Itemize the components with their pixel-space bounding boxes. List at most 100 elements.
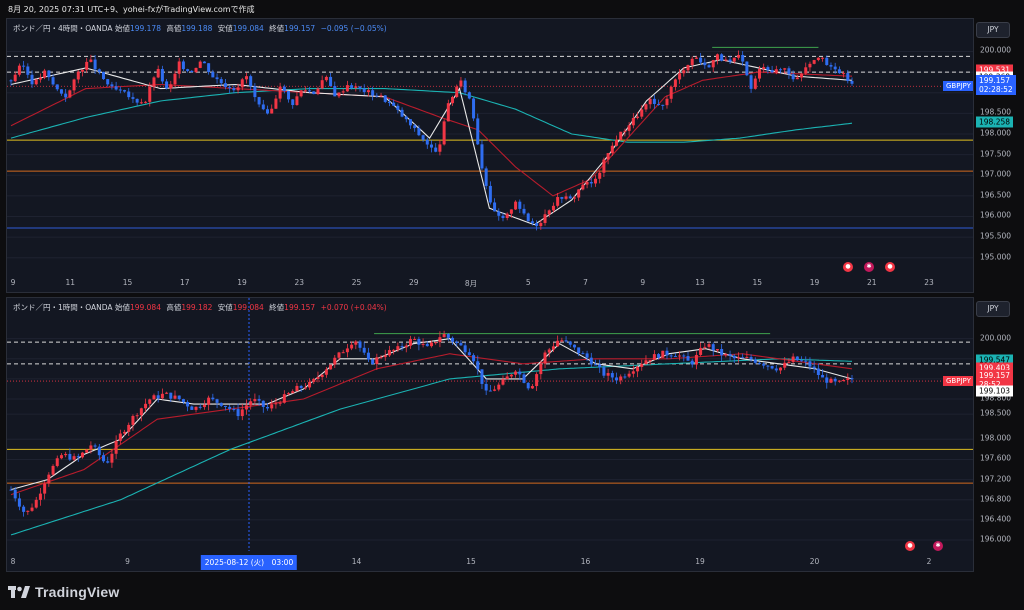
candle-body: [139, 408, 143, 416]
candle-body: [438, 144, 442, 152]
candle-body: [114, 440, 118, 454]
candle-body: [736, 357, 740, 359]
candle-body: [85, 61, 89, 70]
candle-body: [371, 90, 375, 96]
change-value: +0.070 (+0.04%): [320, 303, 387, 312]
candle-body: [623, 376, 627, 378]
chart-panel-1h[interactable]: ポンド／円・1時間・OANDA 始値199.084 高値199.182 安値19…: [6, 297, 974, 572]
price-axis-4h[interactable]: JPY 200.000199.500199.000198.500198.0001…: [974, 18, 1022, 291]
candle-body: [446, 334, 450, 338]
candle-body: [219, 402, 223, 406]
candle-body: [215, 399, 219, 403]
close-value: 199.157: [284, 303, 316, 312]
price-tick: 200.000: [980, 333, 1012, 343]
price-label: 198.258: [976, 116, 1014, 128]
candle-body: [181, 61, 185, 70]
candle-body: [766, 67, 770, 71]
candle-body: [560, 197, 564, 199]
candle-body: [371, 359, 375, 365]
candle-body: [577, 189, 581, 198]
candle-body: [837, 69, 841, 74]
candle-body: [522, 374, 526, 383]
candle-body: [547, 349, 551, 353]
candle-body: [160, 68, 164, 82]
time-axis[interactable]: 9 11 15 17 19 23 25 29 8月 5 7 9 13 15 19 21 23: [7, 276, 973, 290]
flag-icon[interactable]: ●: [885, 262, 895, 272]
candle-body: [821, 375, 825, 378]
candle-body: [779, 69, 783, 71]
candle-body: [337, 352, 341, 358]
price-axis-1h[interactable]: JPY 200.000199.600199.200198.800198.5001…: [974, 297, 1022, 570]
candle-body: [682, 355, 686, 357]
open-value: 199.084: [129, 303, 161, 312]
candle-body: [644, 360, 648, 365]
tradingview-wordmark: TradingView: [35, 584, 120, 600]
candle-body: [589, 357, 593, 365]
candle-body: [602, 367, 606, 376]
calendar-event-icon[interactable]: ✱: [864, 262, 874, 272]
candle-body: [337, 92, 341, 97]
candle-body: [842, 73, 846, 75]
currency-button[interactable]: JPY: [976, 301, 1010, 317]
candle-body: [261, 104, 265, 110]
flag-icon[interactable]: ●: [905, 541, 915, 551]
candle-body: [215, 77, 219, 80]
candle-body: [837, 380, 841, 382]
candle-body: [34, 499, 38, 508]
tradingview-footer[interactable]: TradingView: [8, 584, 119, 600]
candle-body: [274, 98, 278, 109]
time-axis[interactable]: 8913141516192022025-08-12 (火) 03:00: [7, 555, 973, 570]
candle-body: [26, 66, 30, 75]
candle-body: [118, 433, 122, 441]
candle-body: [198, 61, 202, 68]
candle-body: [438, 337, 442, 343]
price-tick: 197.600: [980, 453, 1012, 463]
time-tick: 19: [809, 278, 820, 287]
low-value: 199.084: [232, 24, 264, 33]
candle-body: [640, 364, 644, 367]
time-tick: 23: [924, 278, 934, 287]
candle-body: [568, 196, 572, 199]
candle-body: [278, 402, 282, 404]
candle-body: [703, 62, 707, 66]
tradingview-logo-icon: [8, 586, 30, 598]
flag-icon[interactable]: ●: [843, 262, 853, 272]
candle-body: [842, 379, 846, 381]
candle-body: [434, 147, 438, 152]
candle-body: [446, 103, 450, 122]
candle-body: [736, 54, 740, 58]
candlestick-chart-1h[interactable]: [7, 298, 973, 551]
candle-body: [535, 374, 539, 387]
candle-body: [657, 354, 661, 358]
candle-body: [68, 90, 72, 98]
candle-body: [9, 80, 13, 82]
currency-button[interactable]: JPY: [976, 22, 1010, 38]
price-tick: 195.500: [980, 231, 1012, 241]
candlestick-chart-4h[interactable]: [7, 19, 973, 272]
candle-body: [131, 415, 135, 425]
candle-body: [76, 456, 80, 458]
candle-body: [257, 97, 261, 105]
candle-body: [127, 424, 131, 432]
calendar-event-icon[interactable]: ✱: [933, 541, 943, 551]
candle-body: [493, 389, 497, 391]
chart-panel-4h[interactable]: ポンド／円・4時間・OANDA 始値199.178 高値199.188 安値19…: [6, 18, 974, 293]
candle-body: [383, 95, 387, 102]
close-value: 199.157: [284, 24, 316, 33]
candle-body: [110, 453, 114, 463]
candle-body: [207, 63, 211, 73]
candle-body: [17, 65, 21, 75]
candle-body: [467, 92, 471, 99]
candle-body: [606, 373, 610, 376]
candle-body: [472, 355, 476, 362]
candle-body: [22, 65, 26, 67]
candle-body: [732, 355, 736, 359]
candle-body: [38, 493, 42, 500]
candle-body: [715, 54, 719, 61]
candle-body: [610, 145, 614, 154]
time-tick: 25: [351, 278, 362, 287]
candle-body: [514, 201, 518, 210]
candle-body: [627, 373, 631, 377]
high-value: 199.182: [181, 303, 213, 312]
candle-body: [791, 356, 795, 362]
